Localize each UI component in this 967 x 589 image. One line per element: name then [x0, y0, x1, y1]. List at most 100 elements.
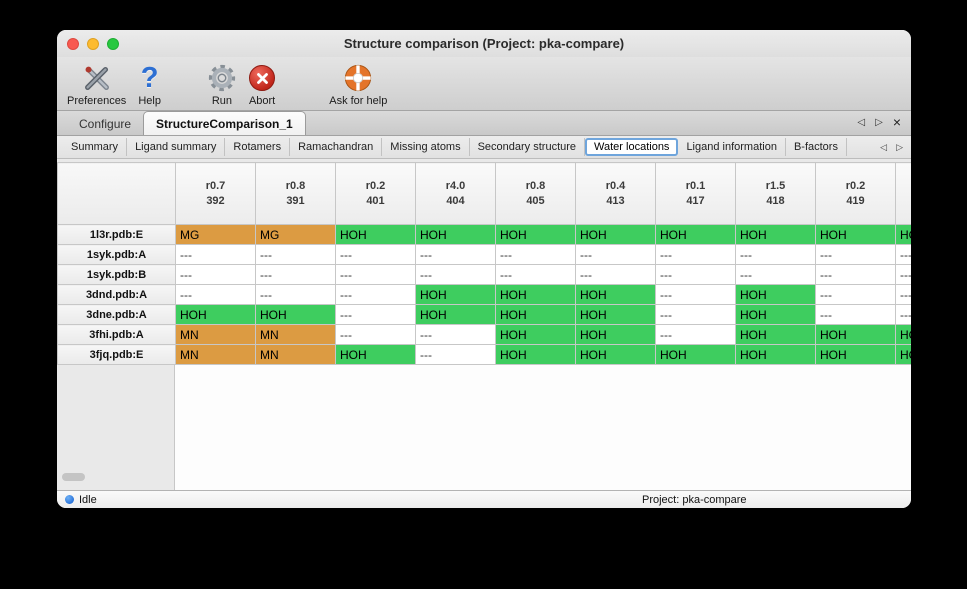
subtab-ligand-information[interactable]: Ligand information: [678, 138, 786, 156]
cell[interactable]: ---: [495, 264, 576, 285]
row-header-3dne-pdb-a[interactable]: 3dne.pdb:A: [57, 304, 176, 325]
cell[interactable]: ---: [335, 284, 416, 305]
cell[interactable]: HOH: [415, 224, 496, 245]
cell[interactable]: ---: [415, 244, 496, 265]
cell[interactable]: HOH: [575, 284, 656, 305]
subtab-ligand-summary[interactable]: Ligand summary: [127, 138, 226, 156]
titlebar[interactable]: Structure comparison (Project: pka-compa…: [57, 30, 911, 57]
cell[interactable]: ---: [895, 304, 911, 325]
subtab-ramachandran[interactable]: Ramachandran: [290, 138, 383, 156]
cell[interactable]: ---: [655, 304, 736, 325]
cell[interactable]: ---: [335, 324, 416, 345]
cell[interactable]: HOH: [735, 324, 816, 345]
cell[interactable]: HOH: [495, 224, 576, 245]
column-header-418[interactable]: r1.5 418: [735, 162, 816, 225]
column-header-413[interactable]: r0.4 413: [575, 162, 656, 225]
cell[interactable]: ---: [495, 244, 576, 265]
cell[interactable]: HOH: [735, 284, 816, 305]
cell[interactable]: HOH: [735, 304, 816, 325]
cell[interactable]: HOH: [815, 344, 896, 365]
cell[interactable]: HOH: [415, 284, 496, 305]
cell[interactable]: ---: [815, 244, 896, 265]
minimize-window-button[interactable]: [87, 37, 99, 50]
cell[interactable]: HOH: [575, 324, 656, 345]
cell[interactable]: HOH: [815, 324, 896, 345]
cell[interactable]: HOH: [735, 344, 816, 365]
column-header-401[interactable]: r0.2 401: [335, 162, 416, 225]
tab-configure[interactable]: Configure: [79, 117, 132, 131]
next-tab-icon[interactable]: ▷: [875, 116, 883, 128]
cell[interactable]: ---: [335, 244, 416, 265]
cell[interactable]: ---: [815, 304, 896, 325]
cell[interactable]: ---: [895, 244, 911, 265]
cell[interactable]: MG: [255, 224, 336, 245]
subtab-missing-atoms[interactable]: Missing atoms: [382, 138, 470, 156]
close-window-button[interactable]: [67, 37, 79, 50]
cell[interactable]: HOH: [735, 224, 816, 245]
column-header-405[interactable]: r0.8 405: [495, 162, 576, 225]
column-header-9[interactable]: [895, 162, 911, 225]
cell[interactable]: ---: [415, 344, 496, 365]
cell[interactable]: ---: [175, 244, 256, 265]
cell[interactable]: ---: [255, 244, 336, 265]
cell[interactable]: ---: [575, 264, 656, 285]
cell[interactable]: ---: [815, 264, 896, 285]
cell[interactable]: ---: [175, 284, 256, 305]
cell[interactable]: ---: [655, 284, 736, 305]
toolbar-run[interactable]: Run: [201, 62, 243, 107]
cell[interactable]: HOH: [895, 224, 911, 245]
cell[interactable]: ---: [655, 244, 736, 265]
cell[interactable]: MN: [255, 324, 336, 345]
subtab-rotamers[interactable]: Rotamers: [225, 138, 291, 156]
cell[interactable]: ---: [735, 244, 816, 265]
cell[interactable]: ---: [175, 264, 256, 285]
toolbar-preferences[interactable]: Preferences: [61, 62, 132, 107]
cell[interactable]: HOH: [895, 344, 911, 365]
row-header-1syk-pdb-b[interactable]: 1syk.pdb:B: [57, 264, 176, 285]
row-header-3dnd-pdb-a[interactable]: 3dnd.pdb:A: [57, 284, 176, 305]
cell[interactable]: ---: [655, 264, 736, 285]
cell[interactable]: ---: [255, 284, 336, 305]
toolbar-abort[interactable]: Abort: [243, 62, 281, 107]
column-header-392[interactable]: r0.7 392: [175, 162, 256, 225]
column-header-391[interactable]: r0.8 391: [255, 162, 336, 225]
cell[interactable]: HOH: [575, 304, 656, 325]
cell[interactable]: ---: [895, 284, 911, 305]
cell[interactable]: HOH: [495, 304, 576, 325]
cell[interactable]: ---: [335, 264, 416, 285]
cell[interactable]: ---: [735, 264, 816, 285]
zoom-window-button[interactable]: [107, 37, 119, 50]
cell[interactable]: MG: [175, 224, 256, 245]
row-header-1l3r-pdb-e[interactable]: 1l3r.pdb:E: [57, 224, 176, 245]
cell[interactable]: ---: [335, 304, 416, 325]
cell[interactable]: HOH: [495, 344, 576, 365]
cell[interactable]: HOH: [335, 224, 416, 245]
cell[interactable]: HOH: [255, 304, 336, 325]
cell[interactable]: HOH: [495, 324, 576, 345]
cell[interactable]: ---: [575, 244, 656, 265]
cell[interactable]: ---: [815, 284, 896, 305]
column-header-419[interactable]: r0.2 419: [815, 162, 896, 225]
cell[interactable]: HOH: [655, 224, 736, 245]
row-header-3fhi-pdb-a[interactable]: 3fhi.pdb:A: [57, 324, 176, 345]
cell[interactable]: HOH: [495, 284, 576, 305]
previous-tab-icon[interactable]: ◁: [857, 116, 866, 128]
subtab-summary[interactable]: Summary: [63, 138, 128, 156]
cell[interactable]: MN: [255, 344, 336, 365]
cell[interactable]: ---: [895, 264, 911, 285]
cell[interactable]: ---: [255, 264, 336, 285]
cell[interactable]: ---: [655, 324, 736, 345]
horizontal-scrollbar-thumb[interactable]: [62, 473, 85, 481]
row-header-3fjq-pdb-e[interactable]: 3fjq.pdb:E: [57, 344, 176, 365]
subtab-water-locations[interactable]: Water locations: [585, 138, 679, 156]
cell[interactable]: HOH: [175, 304, 256, 325]
cell[interactable]: MN: [175, 324, 256, 345]
cell[interactable]: ---: [415, 264, 496, 285]
column-header-417[interactable]: r0.1 417: [655, 162, 736, 225]
cell[interactable]: HOH: [415, 304, 496, 325]
subtab-b-factors[interactable]: B-factors: [786, 138, 847, 156]
tab-structurecomparison-1[interactable]: StructureComparison_1: [143, 111, 306, 135]
subtab-scroll-right-icon[interactable]: ▷: [896, 141, 903, 152]
cell[interactable]: HOH: [575, 224, 656, 245]
column-header-404[interactable]: r4.0 404: [415, 162, 496, 225]
